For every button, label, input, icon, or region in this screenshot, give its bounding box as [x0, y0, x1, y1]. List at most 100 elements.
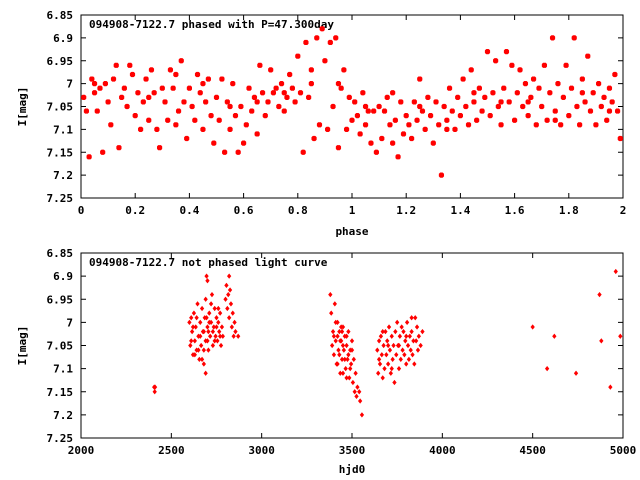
data-point: [233, 328, 238, 335]
data-point: [386, 324, 392, 330]
data-point: [471, 90, 477, 96]
y-tick-label: 7.25: [47, 432, 74, 445]
y-axis-label: I[mag]: [16, 326, 29, 366]
data-point: [137, 126, 144, 133]
data-point: [227, 103, 233, 110]
data-point: [601, 94, 607, 101]
data-point: [420, 328, 425, 335]
data-point: [118, 94, 125, 101]
data-point: [388, 370, 393, 376]
data-point: [195, 301, 200, 307]
data-point: [331, 352, 337, 358]
data-point: [332, 301, 337, 307]
x-tick-label: 2000: [68, 444, 95, 457]
data-point: [227, 287, 233, 293]
data-point: [525, 99, 531, 105]
data-point: [132, 112, 138, 119]
data-point: [270, 90, 277, 96]
data-point: [337, 352, 342, 358]
data-point: [213, 94, 220, 101]
data-point: [170, 85, 176, 91]
data-point: [213, 333, 218, 339]
y-tick-label: 6.85: [47, 9, 74, 22]
data-point: [408, 135, 415, 142]
x-tick-label: 1: [349, 204, 356, 217]
data-point: [427, 112, 434, 119]
data-point: [389, 365, 394, 372]
data-point: [83, 108, 90, 114]
data-point: [342, 356, 347, 363]
data-point: [362, 103, 369, 110]
data-point: [468, 67, 474, 73]
data-point: [414, 324, 420, 330]
data-point: [335, 333, 340, 339]
data-point: [281, 108, 287, 114]
y-tick-label: 6.85: [47, 247, 74, 260]
data-point: [327, 39, 333, 46]
data-point: [238, 103, 244, 110]
data-point: [276, 103, 282, 110]
data-point: [140, 99, 146, 105]
data-point: [419, 108, 426, 114]
data-point: [165, 117, 171, 123]
data-point: [373, 149, 380, 155]
data-point: [205, 278, 210, 284]
data-point: [558, 122, 564, 128]
data-point: [573, 370, 579, 376]
data-point: [208, 301, 214, 307]
data-point: [194, 71, 201, 78]
data-point: [152, 384, 158, 390]
data-point: [340, 342, 346, 349]
data-point: [397, 333, 403, 339]
data-point: [392, 117, 399, 123]
data-point: [232, 112, 239, 119]
data-point: [198, 342, 204, 349]
data-point: [295, 53, 301, 59]
data-point: [511, 117, 518, 123]
data-point: [393, 328, 398, 335]
data-point: [389, 333, 394, 339]
data-point: [525, 112, 531, 119]
x-tick-label: 2: [620, 204, 627, 217]
data-point: [289, 85, 296, 91]
data-point: [399, 324, 404, 330]
data-point: [587, 108, 594, 114]
data-point: [284, 94, 290, 101]
x-tick-label: 4000: [429, 444, 456, 457]
data-point: [102, 80, 109, 87]
data-point: [265, 99, 271, 105]
data-point: [208, 112, 214, 119]
data-point: [205, 76, 212, 82]
data-point: [409, 315, 414, 321]
data-point: [404, 319, 410, 326]
data-point: [198, 319, 203, 326]
data-point: [463, 103, 469, 110]
data-point: [400, 131, 407, 137]
data-point: [391, 342, 396, 349]
data-point: [110, 76, 117, 82]
data-point: [389, 90, 396, 96]
data-point: [231, 333, 236, 339]
data-point: [396, 342, 402, 349]
data-point: [273, 85, 279, 91]
data-point: [329, 310, 334, 316]
x-tick-label: 1.6: [505, 204, 525, 217]
data-point: [528, 94, 534, 101]
data-point: [199, 305, 205, 312]
data-point: [476, 85, 483, 91]
data-point: [389, 140, 396, 146]
x-tick-label: 0.2: [125, 204, 145, 217]
data-point: [333, 35, 339, 41]
data-point: [113, 62, 119, 68]
data-point: [503, 48, 510, 55]
data-point: [352, 389, 357, 395]
data-point: [217, 328, 222, 335]
data-point: [116, 145, 122, 151]
data-point: [152, 389, 157, 395]
x-tick-label: 4500: [519, 444, 546, 457]
data-point: [121, 85, 128, 91]
data-point: [319, 26, 325, 32]
data-point: [449, 108, 455, 114]
data-point: [204, 273, 209, 279]
data-point: [498, 99, 504, 105]
